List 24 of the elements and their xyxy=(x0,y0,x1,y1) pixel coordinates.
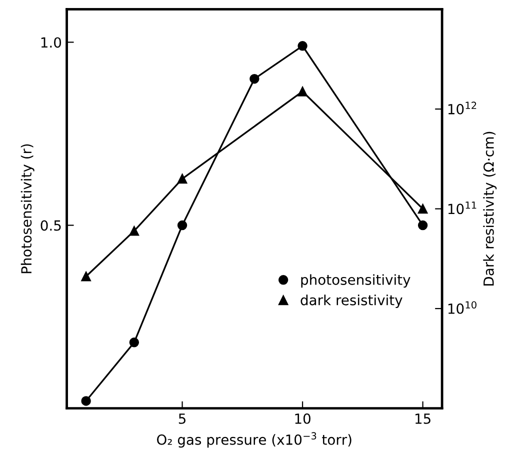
x-axis-title: O₂ gas pressure (x10$^{−3}$ torr) xyxy=(157,432,352,448)
x-tick-label: 5 xyxy=(178,414,186,424)
point xyxy=(177,220,188,230)
point xyxy=(250,74,260,84)
x-tick-label: 15 xyxy=(415,414,430,424)
point xyxy=(81,272,91,282)
point xyxy=(129,226,140,236)
y2-tick-label: 10$^{10}$ xyxy=(448,301,476,314)
y-tick-label: 1.0 xyxy=(41,37,62,48)
legend-label: dark resistivity xyxy=(300,294,402,308)
point xyxy=(81,396,91,406)
point xyxy=(177,174,188,184)
y2-tick-label: 10$^{12}$ xyxy=(448,102,476,114)
y-axis-title: Photosensitivity (r) xyxy=(20,144,34,274)
y2-tick-label: 10$^{11}$ xyxy=(448,202,476,214)
point xyxy=(298,86,308,96)
legend-label: photosensitivity xyxy=(301,274,410,288)
point xyxy=(418,204,428,214)
x-tick-label: 10 xyxy=(295,413,310,424)
point xyxy=(129,338,140,348)
point xyxy=(418,220,428,230)
y-tick-label: 0.5 xyxy=(40,220,61,231)
y2-axis-title: Dark resistivity (Ω·cm) xyxy=(483,132,497,286)
point xyxy=(298,41,308,51)
